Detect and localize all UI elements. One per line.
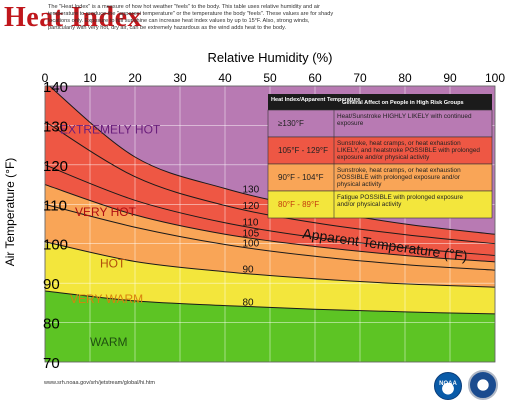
y-axis-title: Air Temperature (°F) xyxy=(3,158,17,267)
curve-90 xyxy=(45,241,495,288)
band-label-warm: WARM xyxy=(90,335,128,349)
curve-label-90: 90 xyxy=(243,264,255,275)
band-label-very-warm: VERY WARM xyxy=(70,292,143,306)
curve-80 xyxy=(45,290,495,315)
x-tick-label: 100 xyxy=(485,71,505,85)
curve-110 xyxy=(45,164,495,256)
legend-range: ≥130°F xyxy=(278,119,304,128)
legend-header-bg xyxy=(268,94,492,110)
legend-header-range: Heat Index/Apparent Temperature xyxy=(271,97,360,103)
nws-logo-icon xyxy=(468,370,498,400)
curve-label-130: 130 xyxy=(243,185,260,196)
legend-effect-text: Fatigue POSSIBLE with prolonged exposure xyxy=(337,194,464,201)
y-tick-label: 80 xyxy=(43,316,60,333)
curve-label-80: 80 xyxy=(243,298,255,309)
legend-range: 90°F - 104°F xyxy=(278,173,324,182)
y-tick-label: 70 xyxy=(43,355,60,372)
legend-range: 105°F - 129°F xyxy=(278,146,328,155)
plot-frame xyxy=(44,85,496,363)
legend-effect-text: POSSIBLE with prolonged exposure and/or xyxy=(337,174,461,181)
legend-effect-text: Sunstroke, heat cramps, or heat exhausti… xyxy=(337,167,461,174)
legend-header-effect: General Affect on People in High Risk Gr… xyxy=(342,100,464,106)
y-tick-label: 110 xyxy=(43,197,67,214)
legend-effect-text: Heat/Sunstroke HIGHLY LIKELY with contin… xyxy=(337,113,472,120)
legend-effect-text: exposure xyxy=(337,120,364,127)
curve-100 xyxy=(45,203,495,271)
legend-row xyxy=(267,163,493,192)
x-tick-label: 90 xyxy=(443,71,457,85)
curve-130 xyxy=(48,86,495,235)
legend-effect-text: physical activity xyxy=(337,181,382,188)
x-tick-label: 20 xyxy=(128,71,142,85)
y-tick-label: 130 xyxy=(43,118,68,135)
x-tick-label: 40 xyxy=(218,71,232,85)
legend-row xyxy=(267,136,493,165)
x-tick-label: 70 xyxy=(353,71,367,85)
curve-label-110: 110 xyxy=(243,217,259,228)
curve-120 xyxy=(45,121,495,245)
band-label-very-hot: VERY HOT xyxy=(75,205,137,219)
legend-row xyxy=(267,109,493,138)
curve-label-105: 105 xyxy=(243,228,260,239)
x-tick-label: 80 xyxy=(398,71,412,85)
legend-effect-text: LIKELY, and heatstroke POSSIBLE with pro… xyxy=(337,147,480,154)
legend-effect-text: Sunstroke, heat cramps, or heat exhausti… xyxy=(337,140,461,147)
x-axis-title: Relative Humidity (%) xyxy=(208,50,333,65)
legend-effect-text: exposure and/or physical activity xyxy=(337,154,430,161)
page-title: Heat Index xyxy=(4,2,142,33)
x-tick-label: 30 xyxy=(173,71,187,85)
legend-range: 80°F - 89°F xyxy=(278,200,319,209)
band-label-hot: HOT xyxy=(100,256,126,270)
band-label-extremely-hot: EXTREMELY HOT xyxy=(60,122,161,136)
description-text: The "Heat Index" is a measure of how hot… xyxy=(48,4,334,31)
x-tick-label: 10 xyxy=(83,71,97,85)
legend-row xyxy=(267,190,493,219)
x-tick-label: 60 xyxy=(308,71,322,85)
x-tick-label: 50 xyxy=(263,71,277,85)
curve-label-120: 120 xyxy=(243,201,260,212)
x-tick-label: 0 xyxy=(42,71,49,85)
source-url: www.srh.noaa.gov/srh/jetstream/global/hi… xyxy=(44,380,155,386)
y-tick-label: 100 xyxy=(43,237,68,254)
curve-105 xyxy=(45,184,495,263)
curve-label-100: 100 xyxy=(243,238,260,249)
noaa-logo-icon: NOAA xyxy=(434,372,462,400)
legend-effect-text: and/or physical activity xyxy=(337,201,402,208)
y-tick-label: 140 xyxy=(43,79,68,96)
y-tick-label: 120 xyxy=(43,158,68,175)
y-tick-label: 90 xyxy=(43,276,60,293)
